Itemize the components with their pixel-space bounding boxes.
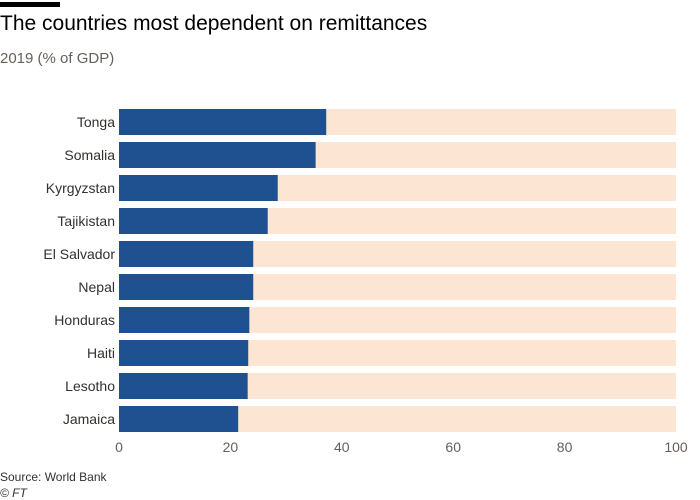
bar-haiti (119, 340, 249, 366)
category-label: Tonga (77, 114, 115, 130)
bar-jamaica (119, 406, 239, 432)
category-label: Somalia (64, 147, 115, 163)
category-label: El Salvador (43, 246, 115, 262)
category-label: Tajikistan (57, 213, 115, 229)
bar-honduras (119, 307, 250, 333)
x-tick-label: 100 (664, 439, 688, 455)
category-label: Kyrgyzstan (46, 180, 115, 196)
category-label: Lesotho (65, 378, 115, 394)
category-label: Nepal (78, 279, 115, 295)
bar-kyrgyzstan (119, 175, 278, 201)
credit-note: © FT (0, 486, 27, 500)
chart-subtitle: 2019 (% of GDP) (0, 50, 115, 67)
category-label: Jamaica (63, 411, 115, 427)
category-label: Haiti (87, 345, 115, 361)
bar-tajikistan (119, 208, 268, 234)
bar-somalia (119, 142, 316, 168)
x-tick-label: 60 (445, 439, 461, 455)
bar-el-salvador (119, 241, 254, 267)
x-tick-label: 40 (334, 439, 350, 455)
chart-title: The countries most dependent on remittan… (0, 12, 428, 35)
category-label: Honduras (54, 312, 115, 328)
source-note: Source: World Bank (0, 470, 107, 484)
bar-lesotho (119, 373, 248, 399)
x-tick-label: 0 (115, 439, 123, 455)
top-rule (0, 2, 60, 7)
x-tick-label: 20 (223, 439, 239, 455)
bar-nepal (119, 274, 254, 300)
bar-tonga (119, 109, 327, 135)
x-tick-label: 80 (557, 439, 573, 455)
